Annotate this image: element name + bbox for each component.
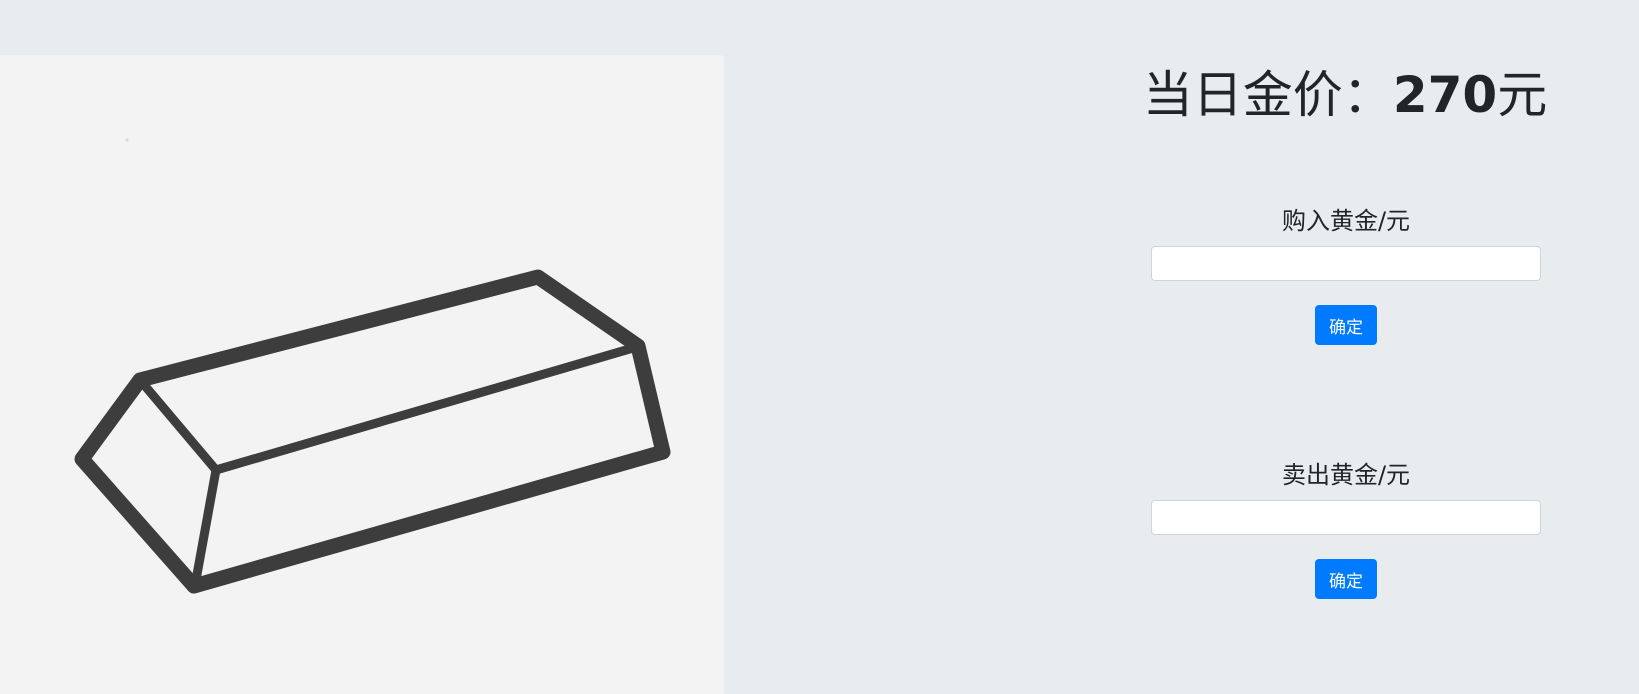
gold-bar-icon (74, 138, 671, 594)
buy-confirm-button[interactable]: 确定 (1315, 305, 1377, 345)
buy-gold-form: 购入黄金/元 确定 (1151, 203, 1541, 345)
gold-price-value: 270 (1392, 66, 1498, 124)
sell-gold-label: 卖出黄金/元 (1281, 461, 1411, 489)
sell-gold-input[interactable] (1151, 500, 1541, 535)
gold-price-label: 当日金价： (1142, 66, 1393, 124)
gold-price-unit: 元 (1497, 66, 1548, 124)
buy-gold-input[interactable] (1151, 246, 1541, 281)
sell-confirm-button[interactable]: 确定 (1315, 559, 1377, 599)
gold-price-heading: 当日金价：270元 (1140, 60, 1550, 130)
buy-gold-label: 购入黄金/元 (1281, 207, 1411, 235)
gold-bar-image-panel (0, 55, 724, 694)
sell-gold-form: 卖出黄金/元 确定 (1151, 457, 1541, 599)
